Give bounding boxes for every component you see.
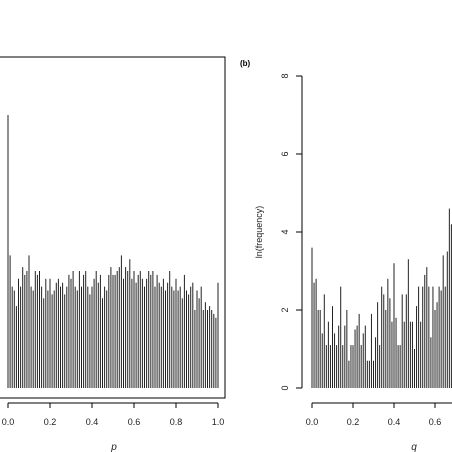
y-tick-label-q: 0 <box>280 385 290 390</box>
y-axis-q: 0 2 4 6 8 <box>280 73 303 391</box>
y-tick-label-q: 8 <box>280 73 290 78</box>
x-tick-label-q: 0.0 <box>306 417 319 427</box>
panel-label-b: (b) <box>240 59 251 68</box>
x-tick-label-q: 0.6 <box>429 417 442 427</box>
x-tick-label-p: 0.0 <box>2 417 15 427</box>
histogram-panel-q: (b) 0 2 4 6 8 0.0 0.2 0.4 0.6 ln(frequency) q <box>240 59 452 452</box>
bars-q <box>311 208 452 388</box>
x-tick-label-p: 1.0 <box>212 417 225 427</box>
histogram-panel-p: 0.0 0.2 0.4 0.6 0.8 1.0 p <box>0 56 226 452</box>
x-tick-label-q: 0.4 <box>388 417 401 427</box>
y-tick-label-q: 4 <box>280 229 290 234</box>
bars-p <box>7 115 219 388</box>
x-axis-title-q: q <box>411 442 417 452</box>
x-tick-label-p: 0.2 <box>44 417 57 427</box>
y-axis-title-q: ln(frequency) <box>254 206 264 259</box>
x-axis-p: 0.0 0.2 0.4 0.6 0.8 1.0 <box>2 402 225 427</box>
x-axis-title-p: p <box>110 442 117 452</box>
x-tick-label-p: 0.4 <box>86 417 99 427</box>
x-axis-q: 0.0 0.2 0.4 0.6 <box>306 402 452 427</box>
x-tick-label-q: 0.2 <box>347 417 360 427</box>
plot-frame-p <box>0 56 226 399</box>
x-tick-label-p: 0.8 <box>170 417 183 427</box>
y-tick-label-q: 6 <box>280 151 290 156</box>
x-tick-label-p: 0.6 <box>128 417 141 427</box>
y-tick-label-q: 2 <box>280 307 290 312</box>
